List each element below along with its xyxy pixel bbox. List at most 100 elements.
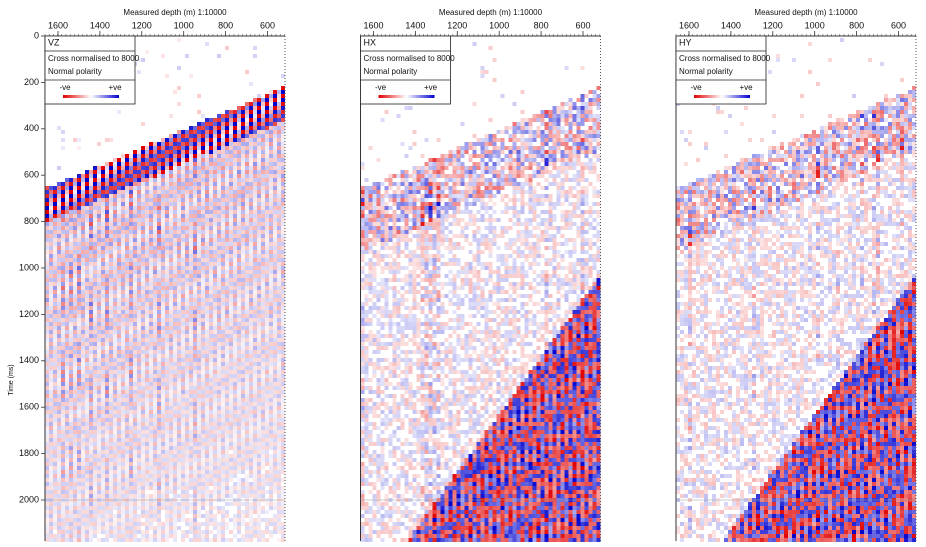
trace-cell (69, 458, 73, 462)
trace-cell (97, 526, 101, 530)
trace-cell (193, 518, 197, 522)
trace-cell (113, 514, 117, 518)
trace-cell (149, 154, 153, 158)
trace-cell (209, 190, 213, 194)
trace-cell (89, 194, 93, 198)
trace-cell (113, 270, 117, 274)
trace-cell (129, 158, 133, 162)
trace-cell (141, 198, 145, 202)
trace-cell (149, 538, 153, 542)
trace-cell (225, 394, 229, 398)
trace-cell (193, 302, 197, 306)
trace-cell (57, 434, 61, 438)
trace-cell (145, 254, 149, 258)
trace-cell (57, 410, 61, 414)
trace-cell (169, 170, 173, 174)
trace-cell (217, 454, 221, 458)
trace-cell (161, 218, 165, 222)
trace-cell (177, 450, 181, 454)
trace-cell (209, 210, 213, 214)
trace-cell (149, 398, 153, 402)
trace-cell (89, 354, 93, 358)
trace-cell (241, 166, 245, 170)
trace-cell (77, 314, 81, 318)
trace-cell (225, 362, 229, 366)
trace-cell (145, 538, 149, 542)
trace-cell (145, 174, 149, 178)
trace-cell (165, 222, 169, 226)
trace-cell (53, 266, 57, 270)
trace-cell (225, 442, 229, 446)
trace-cell (185, 234, 189, 238)
trace-cell (57, 526, 61, 530)
trace-cell (145, 530, 149, 534)
trace-cell (189, 538, 193, 542)
trace-cell (217, 230, 221, 234)
trace-cell (229, 206, 233, 210)
trace-cell (165, 494, 169, 498)
trace-cell (213, 458, 217, 462)
trace-cell (205, 350, 209, 354)
trace-cell (145, 290, 149, 294)
trace-cell (137, 410, 141, 414)
trace-cell (65, 478, 69, 482)
trace-cell (241, 326, 245, 330)
trace-cell (101, 474, 105, 478)
trace-cell (181, 402, 185, 406)
trace-cell (101, 254, 105, 258)
trace-cell (145, 274, 149, 278)
trace-cell (77, 514, 81, 518)
trace-cell (145, 434, 149, 438)
trace-cell (57, 394, 61, 398)
trace-cell (229, 266, 233, 270)
trace-cell (89, 298, 93, 302)
trace-cell (145, 342, 149, 346)
trace-cell (133, 202, 137, 206)
trace-cell (65, 470, 69, 474)
trace-cell (129, 406, 133, 410)
trace-cell (49, 450, 53, 454)
trace-cell (61, 370, 65, 374)
trace-cell (149, 434, 153, 438)
trace-cell (61, 206, 65, 210)
trace-cell (149, 506, 153, 510)
trace-cell (229, 230, 233, 234)
trace-cell (65, 402, 69, 406)
trace-cell (57, 358, 61, 362)
trace-cell (145, 294, 149, 298)
trace-cell (165, 374, 169, 378)
trace-cell (137, 402, 141, 406)
trace-cell (165, 442, 169, 446)
trace-cell (97, 350, 101, 354)
trace-cell (53, 394, 57, 398)
trace-cell (177, 354, 181, 358)
trace-cell (149, 266, 153, 270)
trace-cell (193, 230, 197, 234)
trace-cell (169, 114, 173, 118)
trace-cell (57, 378, 61, 382)
trace-cell (97, 366, 101, 370)
trace-cell (189, 274, 193, 278)
trace-cell (173, 266, 177, 270)
trace-cell (149, 198, 153, 202)
trace-cell (141, 330, 145, 334)
trace-cell (237, 290, 241, 294)
trace-cell (109, 166, 113, 170)
trace-cell (73, 462, 77, 466)
trace-cell (117, 486, 121, 490)
trace-cell (73, 390, 77, 394)
trace-cell (153, 418, 157, 422)
trace-cell (117, 242, 121, 246)
trace-cell (161, 342, 165, 346)
trace-cell (237, 362, 241, 366)
trace-cell (117, 110, 121, 114)
trace-cell (173, 406, 177, 410)
trace-cell (129, 346, 133, 350)
trace-cell (73, 366, 77, 370)
trace-cell (125, 458, 129, 462)
trace-cell (57, 382, 61, 386)
trace-cell (89, 190, 93, 194)
trace-cell (65, 410, 69, 414)
trace-cell (97, 266, 101, 270)
trace-cell (53, 250, 57, 254)
